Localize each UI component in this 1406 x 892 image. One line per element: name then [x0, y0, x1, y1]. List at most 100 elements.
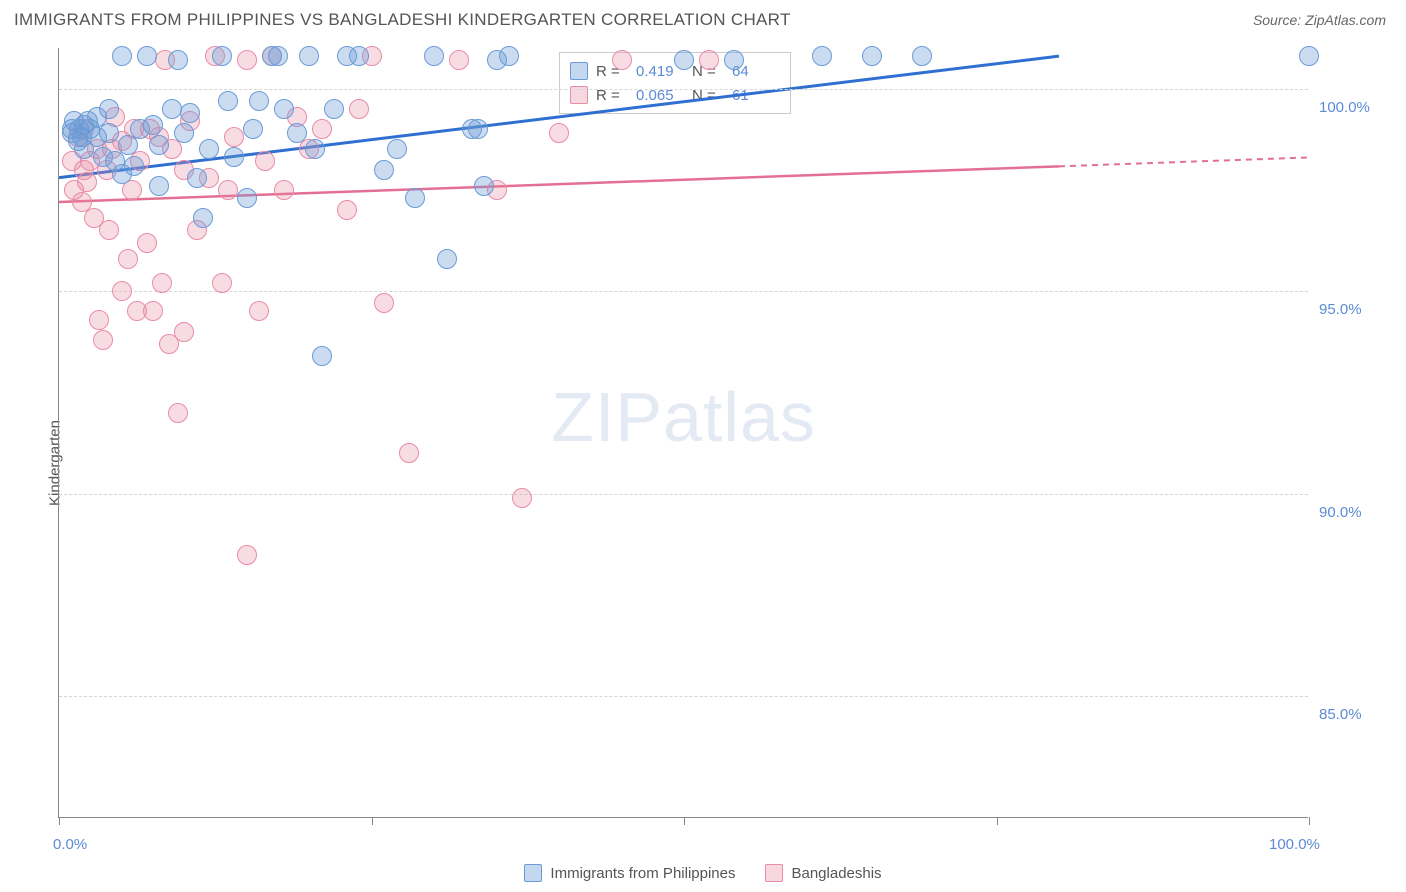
scatter-point-pink	[77, 172, 97, 192]
swatch-blue	[570, 62, 588, 80]
scatter-point-blue	[237, 188, 257, 208]
scatter-point-blue	[218, 91, 238, 111]
scatter-point-pink	[274, 180, 294, 200]
scatter-point-pink	[549, 123, 569, 143]
scatter-point-blue	[299, 46, 319, 66]
gridline-h	[59, 696, 1308, 697]
scatter-point-pink	[118, 249, 138, 269]
scatter-point-blue	[474, 176, 494, 196]
x-tick	[997, 817, 998, 825]
scatter-point-pink	[99, 220, 119, 240]
scatter-point-blue	[193, 208, 213, 228]
scatter-point-pink	[237, 545, 257, 565]
scatter-point-blue	[912, 46, 932, 66]
gridline-h	[59, 291, 1308, 292]
scatter-point-blue	[724, 50, 744, 70]
scatter-point-blue	[268, 46, 288, 66]
scatter-point-blue	[162, 99, 182, 119]
gridline-h	[59, 89, 1308, 90]
scatter-point-blue	[1299, 46, 1319, 66]
scatter-point-blue	[180, 103, 200, 123]
scatter-point-blue	[212, 46, 232, 66]
scatter-point-blue	[305, 139, 325, 159]
legend-row-pink: R =0.065N =61	[570, 83, 780, 107]
scatter-point-blue	[287, 123, 307, 143]
y-tick-label: 85.0%	[1319, 706, 1362, 723]
scatter-point-blue	[224, 147, 244, 167]
scatter-point-blue	[499, 46, 519, 66]
plot-area: ZIPatlas R =0.419N =64R =0.065N =61 85.0…	[58, 48, 1308, 818]
x-tick	[684, 817, 685, 825]
scatter-point-pink	[312, 119, 332, 139]
scatter-point-pink	[212, 273, 232, 293]
scatter-point-blue	[349, 46, 369, 66]
watermark: ZIPatlas	[551, 377, 816, 457]
scatter-point-blue	[274, 99, 294, 119]
scatter-point-pink	[112, 281, 132, 301]
scatter-point-blue	[437, 249, 457, 269]
scatter-point-pink	[152, 273, 172, 293]
scatter-point-blue	[468, 119, 488, 139]
series-legend: Immigrants from Philippines Bangladeshis	[0, 864, 1406, 882]
scatter-point-blue	[387, 139, 407, 159]
scatter-point-pink	[249, 301, 269, 321]
chart-title: IMMIGRANTS FROM PHILIPPINES VS BANGLADES…	[14, 10, 791, 30]
x-tick	[1309, 817, 1310, 825]
scatter-point-pink	[237, 50, 257, 70]
scatter-point-blue	[374, 160, 394, 180]
y-tick-label: 100.0%	[1319, 99, 1370, 116]
x-tick-label: 100.0%	[1269, 836, 1320, 853]
scatter-point-blue	[862, 46, 882, 66]
scatter-point-blue	[187, 168, 207, 188]
scatter-point-pink	[337, 200, 357, 220]
scatter-point-blue	[99, 99, 119, 119]
chart-wrap: Kindergarten ZIPatlas R =0.419N =64R =0.…	[0, 38, 1406, 888]
scatter-point-pink	[512, 488, 532, 508]
trend-lines-svg	[59, 48, 1309, 818]
scatter-point-blue	[168, 50, 188, 70]
scatter-point-pink	[399, 443, 419, 463]
scatter-point-blue	[99, 123, 119, 143]
scatter-point-pink	[224, 127, 244, 147]
scatter-point-blue	[118, 135, 138, 155]
scatter-point-pink	[168, 403, 188, 423]
scatter-point-blue	[424, 46, 444, 66]
scatter-point-pink	[174, 322, 194, 342]
scatter-point-blue	[243, 119, 263, 139]
scatter-point-pink	[137, 233, 157, 253]
scatter-point-pink	[218, 180, 238, 200]
swatch-pink	[765, 864, 783, 882]
chart-source: Source: ZipAtlas.com	[1253, 12, 1386, 28]
scatter-point-blue	[143, 115, 163, 135]
scatter-point-pink	[449, 50, 469, 70]
scatter-point-pink	[612, 50, 632, 70]
swatch-blue	[524, 864, 542, 882]
scatter-point-blue	[137, 46, 157, 66]
x-tick-label: 0.0%	[53, 836, 87, 853]
scatter-point-blue	[324, 99, 344, 119]
scatter-point-blue	[405, 188, 425, 208]
x-tick	[372, 817, 373, 825]
scatter-point-pink	[143, 301, 163, 321]
scatter-point-blue	[674, 50, 694, 70]
legend-item-pink: Bangladeshis	[765, 864, 881, 882]
scatter-point-pink	[699, 50, 719, 70]
y-tick-label: 90.0%	[1319, 504, 1362, 521]
scatter-point-blue	[174, 123, 194, 143]
scatter-point-pink	[349, 99, 369, 119]
scatter-point-blue	[249, 91, 269, 111]
scatter-point-blue	[124, 156, 144, 176]
scatter-point-pink	[89, 310, 109, 330]
scatter-point-blue	[199, 139, 219, 159]
watermark-zip: ZIP	[551, 378, 663, 456]
scatter-point-blue	[112, 46, 132, 66]
legend-item-blue: Immigrants from Philippines	[524, 864, 735, 882]
y-tick-label: 95.0%	[1319, 301, 1362, 318]
gridline-h	[59, 494, 1308, 495]
x-tick	[59, 817, 60, 825]
scatter-point-pink	[255, 151, 275, 171]
legend-label: Bangladeshis	[791, 865, 881, 882]
scatter-point-blue	[149, 176, 169, 196]
scatter-point-blue	[149, 135, 169, 155]
scatter-point-blue	[812, 46, 832, 66]
